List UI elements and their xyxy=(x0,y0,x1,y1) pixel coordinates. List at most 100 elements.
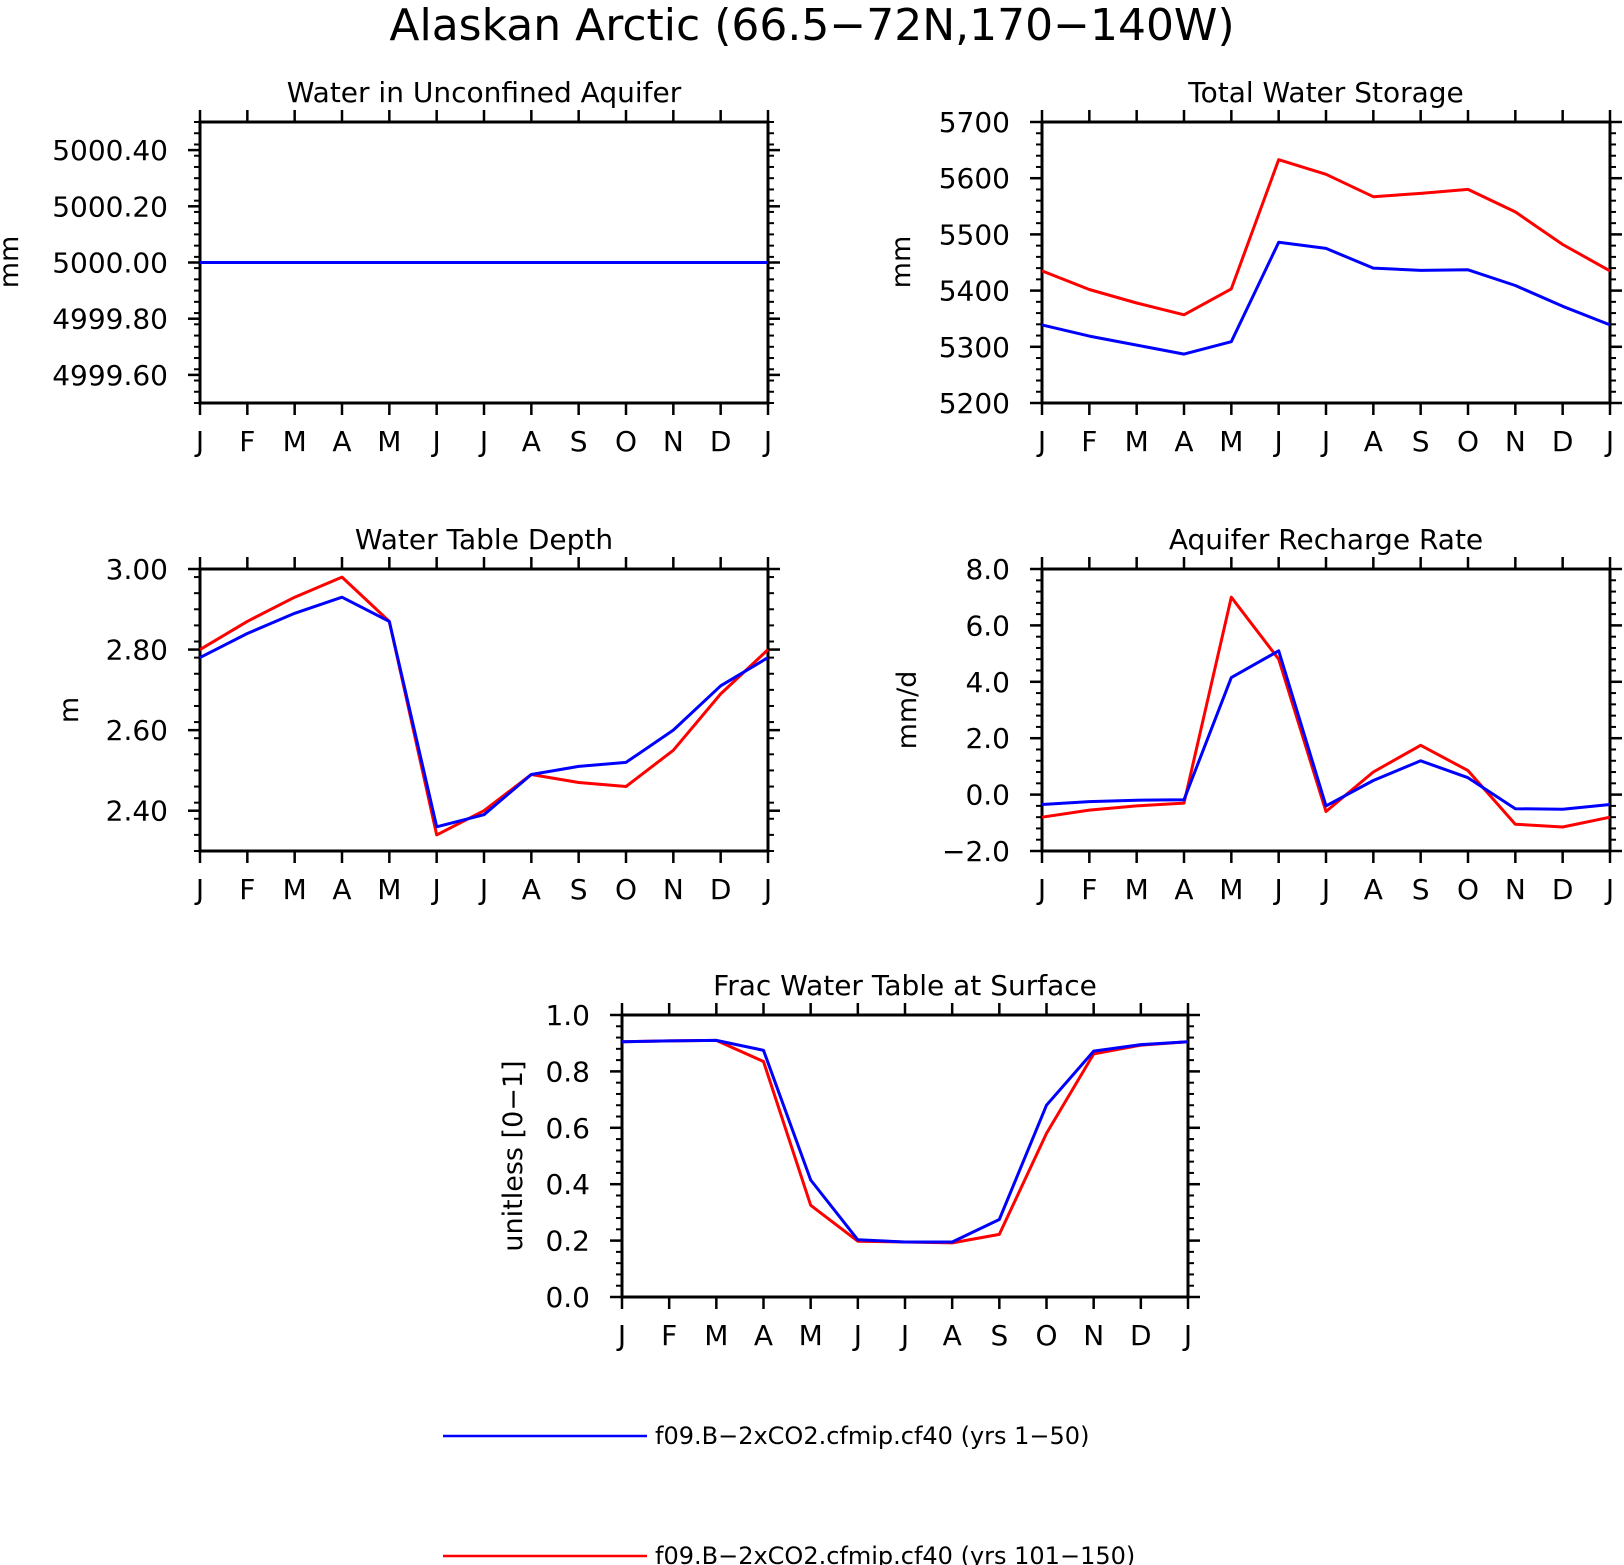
chart-panel-4: J F M A M J J A S O N D J−2.00.02.04.06.08.0Aquifer … xyxy=(892,523,1622,906)
x-tick-label: A xyxy=(522,873,541,906)
x-tick-label: M xyxy=(377,873,401,906)
x-tick-label: N xyxy=(663,425,684,458)
x-tick-label: J xyxy=(431,873,441,906)
chart-panel-2: J F M A M J J A S O N D J520053005400550056005700Tot… xyxy=(886,76,1622,458)
panel-title: Water Table Depth xyxy=(355,523,613,556)
x-tick-label: J xyxy=(1273,873,1283,906)
x-tick-label: J xyxy=(762,873,772,906)
y-tick-label: 5000.40 xyxy=(52,134,168,167)
x-tick-label: M xyxy=(1219,425,1243,458)
x-tick-label: S xyxy=(1412,873,1430,906)
x-tick-label: A xyxy=(1364,873,1383,906)
x-tick-label: O xyxy=(615,425,637,458)
x-tick-label: M xyxy=(1219,873,1243,906)
x-tick-label: A xyxy=(1174,873,1193,906)
x-tick-label: A xyxy=(522,425,541,458)
series-line-2 xyxy=(621,1038,1189,1244)
x-tick-label: S xyxy=(990,1319,1008,1352)
y-axis-label: m xyxy=(54,697,85,723)
series-line-1 xyxy=(1041,595,1611,829)
x-tick-label: M xyxy=(799,1319,823,1352)
x-tick-label: M xyxy=(1125,873,1149,906)
series-line-1 xyxy=(1041,158,1611,317)
x-tick-label: A xyxy=(1174,425,1193,458)
x-tick-label: S xyxy=(570,425,588,458)
series-line-2 xyxy=(199,595,769,829)
x-tick-label: O xyxy=(1035,1319,1057,1352)
y-axis-label: mm xyxy=(0,236,25,289)
x-tick-label: F xyxy=(661,1319,677,1352)
y-tick-label: 0.6 xyxy=(545,1112,590,1145)
y-tick-label: −2.0 xyxy=(942,835,1010,868)
x-tick-label: F xyxy=(1081,873,1097,906)
x-tick-label: A xyxy=(1364,425,1383,458)
y-tick-label: 5600 xyxy=(939,162,1010,195)
y-axis-label: mm/d xyxy=(892,671,923,750)
x-tick-label: M xyxy=(283,873,307,906)
series-line-2 xyxy=(1041,240,1611,356)
x-tick-label: J xyxy=(478,873,488,906)
panel-title: Aquifer Recharge Rate xyxy=(1169,523,1483,556)
x-tick-label: N xyxy=(1505,425,1526,458)
x-tick-label: D xyxy=(1552,425,1574,458)
x-tick-label: J xyxy=(1273,425,1283,458)
x-tick-label: J xyxy=(194,425,204,458)
y-tick-label: 4999.60 xyxy=(52,359,168,392)
x-tick-label: O xyxy=(1457,873,1479,906)
y-tick-label: 6.0 xyxy=(965,609,1010,642)
legend-entry-2: f09.B−2xCO2.cfmip.cf40 (yrs 101−150) xyxy=(443,1542,1135,1565)
x-tick-label: J xyxy=(762,425,772,458)
x-tick-label: J xyxy=(1604,873,1614,906)
panel-title: Water in Unconfined Aquifer xyxy=(287,76,682,109)
x-tick-label: J xyxy=(431,425,441,458)
y-axis-label: mm xyxy=(886,236,917,289)
x-tick-label: M xyxy=(1125,425,1149,458)
y-tick-label: 2.80 xyxy=(106,634,168,667)
legend-label: f09.B−2xCO2.cfmip.cf40 (yrs 101−150) xyxy=(655,1542,1135,1565)
x-tick-label: J xyxy=(616,1319,626,1352)
panel-title: Total Water Storage xyxy=(1187,76,1464,109)
x-tick-label: S xyxy=(1412,425,1430,458)
x-tick-label: J xyxy=(194,873,204,906)
x-tick-label: A xyxy=(943,1319,962,1352)
x-tick-label: M xyxy=(377,425,401,458)
x-tick-label: D xyxy=(710,425,732,458)
y-tick-label: 0.0 xyxy=(965,779,1010,812)
y-tick-label: 8.0 xyxy=(965,553,1010,586)
x-tick-label: D xyxy=(1552,873,1574,906)
x-tick-label: J xyxy=(899,1319,909,1352)
x-tick-label: F xyxy=(239,425,255,458)
x-tick-label: S xyxy=(570,873,588,906)
x-tick-label: J xyxy=(1036,873,1046,906)
y-tick-label: 0.8 xyxy=(545,1055,590,1088)
legend-label: f09.B−2xCO2.cfmip.cf40 (yrs 1−50) xyxy=(655,1422,1089,1450)
y-tick-label: 0.2 xyxy=(545,1225,590,1258)
series-line-1 xyxy=(199,575,770,837)
y-tick-label: 5400 xyxy=(939,275,1010,308)
x-tick-label: J xyxy=(1036,425,1046,458)
y-tick-label: 4999.80 xyxy=(52,303,168,336)
series-line-2 xyxy=(1041,649,1611,811)
x-tick-label: A xyxy=(332,425,351,458)
x-tick-label: F xyxy=(1081,425,1097,458)
y-tick-label: 0.4 xyxy=(545,1168,590,1201)
y-tick-label: 5000.00 xyxy=(52,247,168,280)
figure-title: Alaskan Arctic (66.5−72N,170−140W) xyxy=(389,0,1234,51)
chart-panels: J F M A M J J A S O N D J4999.604999.805000.005000.2… xyxy=(0,76,1622,1352)
legend-entry-1: f09.B−2xCO2.cfmip.cf40 (yrs 1−50) xyxy=(443,1422,1089,1450)
x-tick-label: D xyxy=(1130,1319,1152,1352)
chart-panel-1: J F M A M J J A S O N D J4999.604999.805000.005000.2… xyxy=(0,76,780,458)
x-tick-label: J xyxy=(1320,873,1330,906)
x-tick-label: N xyxy=(1083,1319,1104,1352)
x-tick-label: J xyxy=(852,1319,862,1352)
y-tick-label: 1.0 xyxy=(545,999,590,1032)
x-tick-label: F xyxy=(239,873,255,906)
x-tick-label: D xyxy=(710,873,732,906)
x-tick-label: J xyxy=(1182,1319,1192,1352)
legend: f09.B−2xCO2.cfmip.cf40 (yrs 1−50) f09.B−2… xyxy=(443,1422,1135,1565)
y-tick-label: 2.0 xyxy=(965,722,1010,755)
y-tick-label: 5300 xyxy=(939,331,1010,364)
